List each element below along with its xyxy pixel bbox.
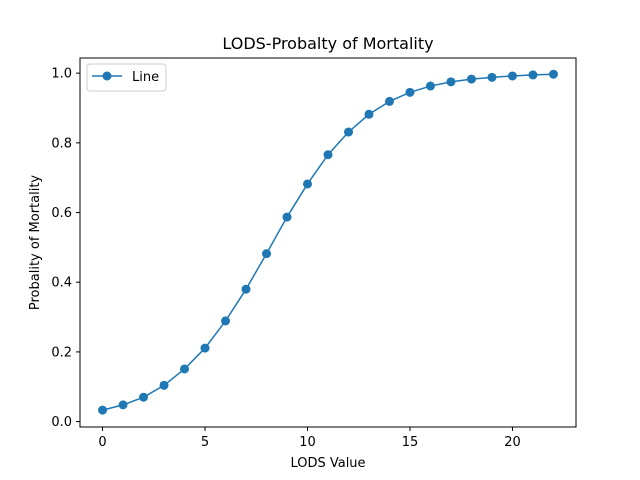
y-tick-label: 0.2 bbox=[51, 345, 72, 360]
y-tick-label: 1.0 bbox=[51, 67, 72, 82]
data-point bbox=[200, 343, 210, 353]
data-point bbox=[466, 74, 476, 84]
data-point bbox=[548, 69, 558, 79]
data-point bbox=[262, 249, 272, 259]
x-axis: 0 5 10 15 20 bbox=[98, 427, 521, 450]
data-point bbox=[221, 316, 231, 326]
x-tick-label: 15 bbox=[402, 435, 419, 450]
x-axis-label: LODS Value bbox=[290, 456, 365, 471]
y-axis: 0.0 0.2 0.4 0.6 0.8 1.0 bbox=[51, 67, 80, 430]
legend: Line bbox=[86, 63, 167, 92]
data-point bbox=[364, 109, 374, 119]
x-tick-label: 0 bbox=[98, 435, 106, 450]
data-point bbox=[507, 71, 517, 81]
data-point bbox=[118, 400, 128, 410]
data-point bbox=[405, 87, 415, 97]
x-tick-label: 10 bbox=[299, 435, 316, 450]
data-point bbox=[282, 212, 292, 222]
legend-entry-line: Line bbox=[132, 70, 159, 85]
x-tick-label: 20 bbox=[504, 435, 521, 450]
y-tick-label: 0.6 bbox=[51, 206, 72, 221]
data-point bbox=[425, 81, 435, 91]
data-point bbox=[446, 77, 456, 87]
data-point bbox=[159, 380, 169, 390]
y-tick-label: 0.4 bbox=[51, 276, 72, 291]
plot-area: 0 5 10 15 20 0.0 0.2 0.4 0.6 0.8 1.0 bbox=[51, 57, 577, 450]
y-tick-label: 0.8 bbox=[51, 136, 72, 151]
data-point bbox=[180, 364, 190, 374]
y-tick-label: 0.0 bbox=[51, 415, 72, 430]
series-layer bbox=[98, 69, 558, 415]
legend-box bbox=[86, 63, 167, 92]
x-tick-label: 5 bbox=[201, 435, 209, 450]
axes-frame bbox=[79, 57, 577, 428]
y-axis-label: Probality of Mortality bbox=[28, 175, 43, 311]
data-point bbox=[139, 392, 149, 402]
data-point bbox=[241, 284, 251, 294]
data-point bbox=[384, 96, 394, 106]
data-point bbox=[528, 70, 538, 80]
data-point bbox=[487, 72, 497, 82]
data-point bbox=[343, 127, 353, 137]
legend-marker-swatch bbox=[102, 71, 112, 81]
data-point bbox=[98, 405, 108, 415]
data-point bbox=[323, 150, 333, 160]
data-point bbox=[303, 179, 313, 189]
chart-title: LODS-Probalty of Mortality bbox=[222, 34, 433, 53]
